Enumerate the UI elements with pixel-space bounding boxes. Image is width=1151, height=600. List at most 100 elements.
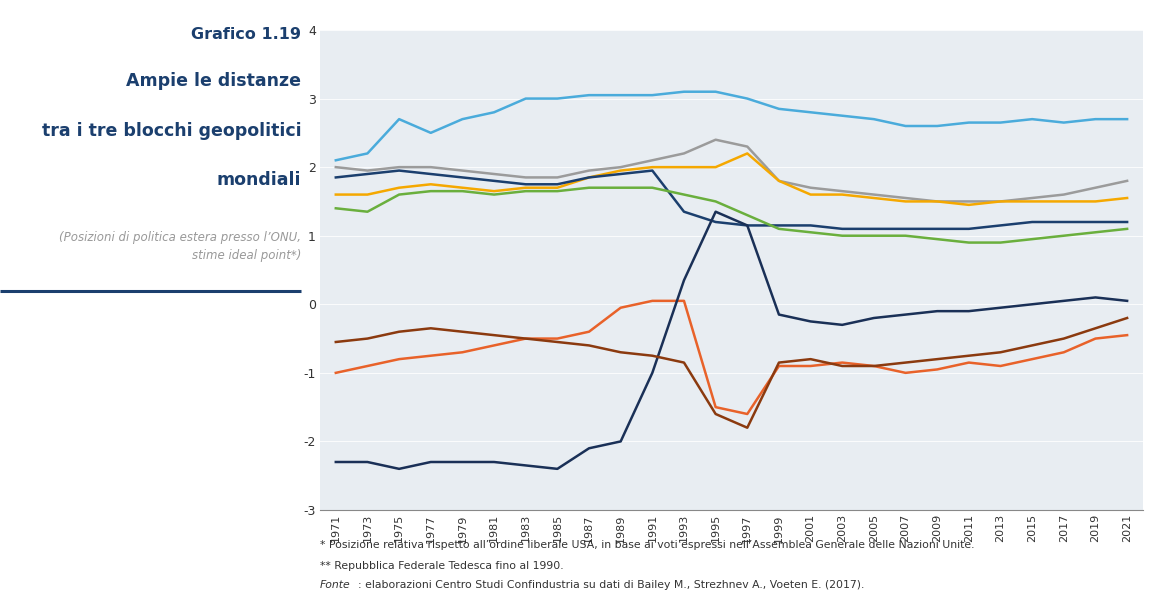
Francia xyxy=(519,184,533,191)
Regno Unito xyxy=(1089,184,1103,191)
Line: Francia: Francia xyxy=(336,154,1127,205)
Stati Uniti xyxy=(1120,116,1134,123)
Stati Uniti xyxy=(487,109,501,116)
Francia xyxy=(740,150,754,157)
Line: Cina: Cina xyxy=(336,301,1127,414)
Russia xyxy=(424,458,437,466)
Francia xyxy=(772,177,786,184)
Germania** xyxy=(487,177,501,184)
India xyxy=(550,338,564,346)
Italia xyxy=(613,184,627,191)
Stati Uniti xyxy=(1026,116,1039,123)
Stati Uniti xyxy=(550,95,564,102)
Stati Uniti xyxy=(930,122,944,130)
Russia xyxy=(836,321,849,328)
Stati Uniti xyxy=(360,150,374,157)
India xyxy=(930,356,944,363)
Regno Unito xyxy=(582,167,596,174)
Germania** xyxy=(1089,218,1103,226)
Russia xyxy=(677,277,691,284)
Francia xyxy=(613,167,627,174)
Line: India: India xyxy=(336,318,1127,428)
Francia xyxy=(1120,194,1134,202)
Germania** xyxy=(392,167,406,174)
Italia xyxy=(360,208,374,215)
India xyxy=(677,359,691,366)
Germania** xyxy=(646,167,660,174)
Regno Unito xyxy=(740,143,754,150)
Germania** xyxy=(1120,218,1134,226)
Stati Uniti xyxy=(836,112,849,119)
India xyxy=(1057,335,1070,342)
Regno Unito xyxy=(1057,191,1070,198)
Regno Unito xyxy=(646,157,660,164)
Russia xyxy=(1026,301,1039,308)
India xyxy=(1089,325,1103,332)
Italia xyxy=(772,225,786,232)
Germania** xyxy=(993,222,1007,229)
Line: Russia: Russia xyxy=(336,212,1127,469)
Germania** xyxy=(772,222,786,229)
Stati Uniti xyxy=(709,88,723,95)
Russia xyxy=(867,314,881,322)
Stati Uniti xyxy=(456,116,470,123)
India xyxy=(424,325,437,332)
Francia xyxy=(962,201,976,208)
Text: mondiali: mondiali xyxy=(216,172,302,190)
Regno Unito xyxy=(867,191,881,198)
Cina xyxy=(899,369,913,376)
Cina xyxy=(740,410,754,418)
Cina xyxy=(424,352,437,359)
Germania** xyxy=(867,225,881,232)
Regno Unito xyxy=(392,164,406,171)
Cina xyxy=(836,359,849,366)
Francia xyxy=(360,191,374,198)
Regno Unito xyxy=(1120,177,1134,184)
Cina xyxy=(709,404,723,411)
India xyxy=(867,362,881,370)
Stati Uniti xyxy=(424,129,437,136)
Francia xyxy=(646,164,660,171)
Text: tra i tre blocchi geopolitici: tra i tre blocchi geopolitici xyxy=(41,122,302,140)
Text: Fonte: Fonte xyxy=(320,580,351,590)
Italia xyxy=(487,191,501,198)
Regno Unito xyxy=(329,164,343,171)
Francia xyxy=(803,191,817,198)
Russia xyxy=(1120,297,1134,304)
Francia xyxy=(677,164,691,171)
Cina xyxy=(613,304,627,311)
Russia xyxy=(519,462,533,469)
Regno Unito xyxy=(899,194,913,202)
Regno Unito xyxy=(772,177,786,184)
Russia xyxy=(646,369,660,376)
Russia xyxy=(993,304,1007,311)
Regno Unito xyxy=(456,167,470,174)
India xyxy=(962,352,976,359)
Regno Unito xyxy=(613,164,627,171)
Italia xyxy=(740,212,754,219)
India xyxy=(709,410,723,418)
Russia xyxy=(740,222,754,229)
Russia xyxy=(1057,297,1070,304)
India xyxy=(772,359,786,366)
Text: Ampie le distanze: Ampie le distanze xyxy=(127,72,302,90)
India xyxy=(1026,342,1039,349)
India xyxy=(646,352,660,359)
Francia xyxy=(709,164,723,171)
Francia xyxy=(836,191,849,198)
Cina xyxy=(487,342,501,349)
Italia xyxy=(424,188,437,195)
India xyxy=(1120,314,1134,322)
Regno Unito xyxy=(487,170,501,178)
Stati Uniti xyxy=(962,119,976,126)
Italia xyxy=(1120,225,1134,232)
India xyxy=(613,349,627,356)
India xyxy=(329,338,343,346)
Francia xyxy=(1057,198,1070,205)
Russia xyxy=(930,308,944,315)
Russia xyxy=(392,465,406,472)
Francia xyxy=(1026,198,1039,205)
Francia xyxy=(456,184,470,191)
Russia xyxy=(613,438,627,445)
Stati Uniti xyxy=(613,92,627,99)
